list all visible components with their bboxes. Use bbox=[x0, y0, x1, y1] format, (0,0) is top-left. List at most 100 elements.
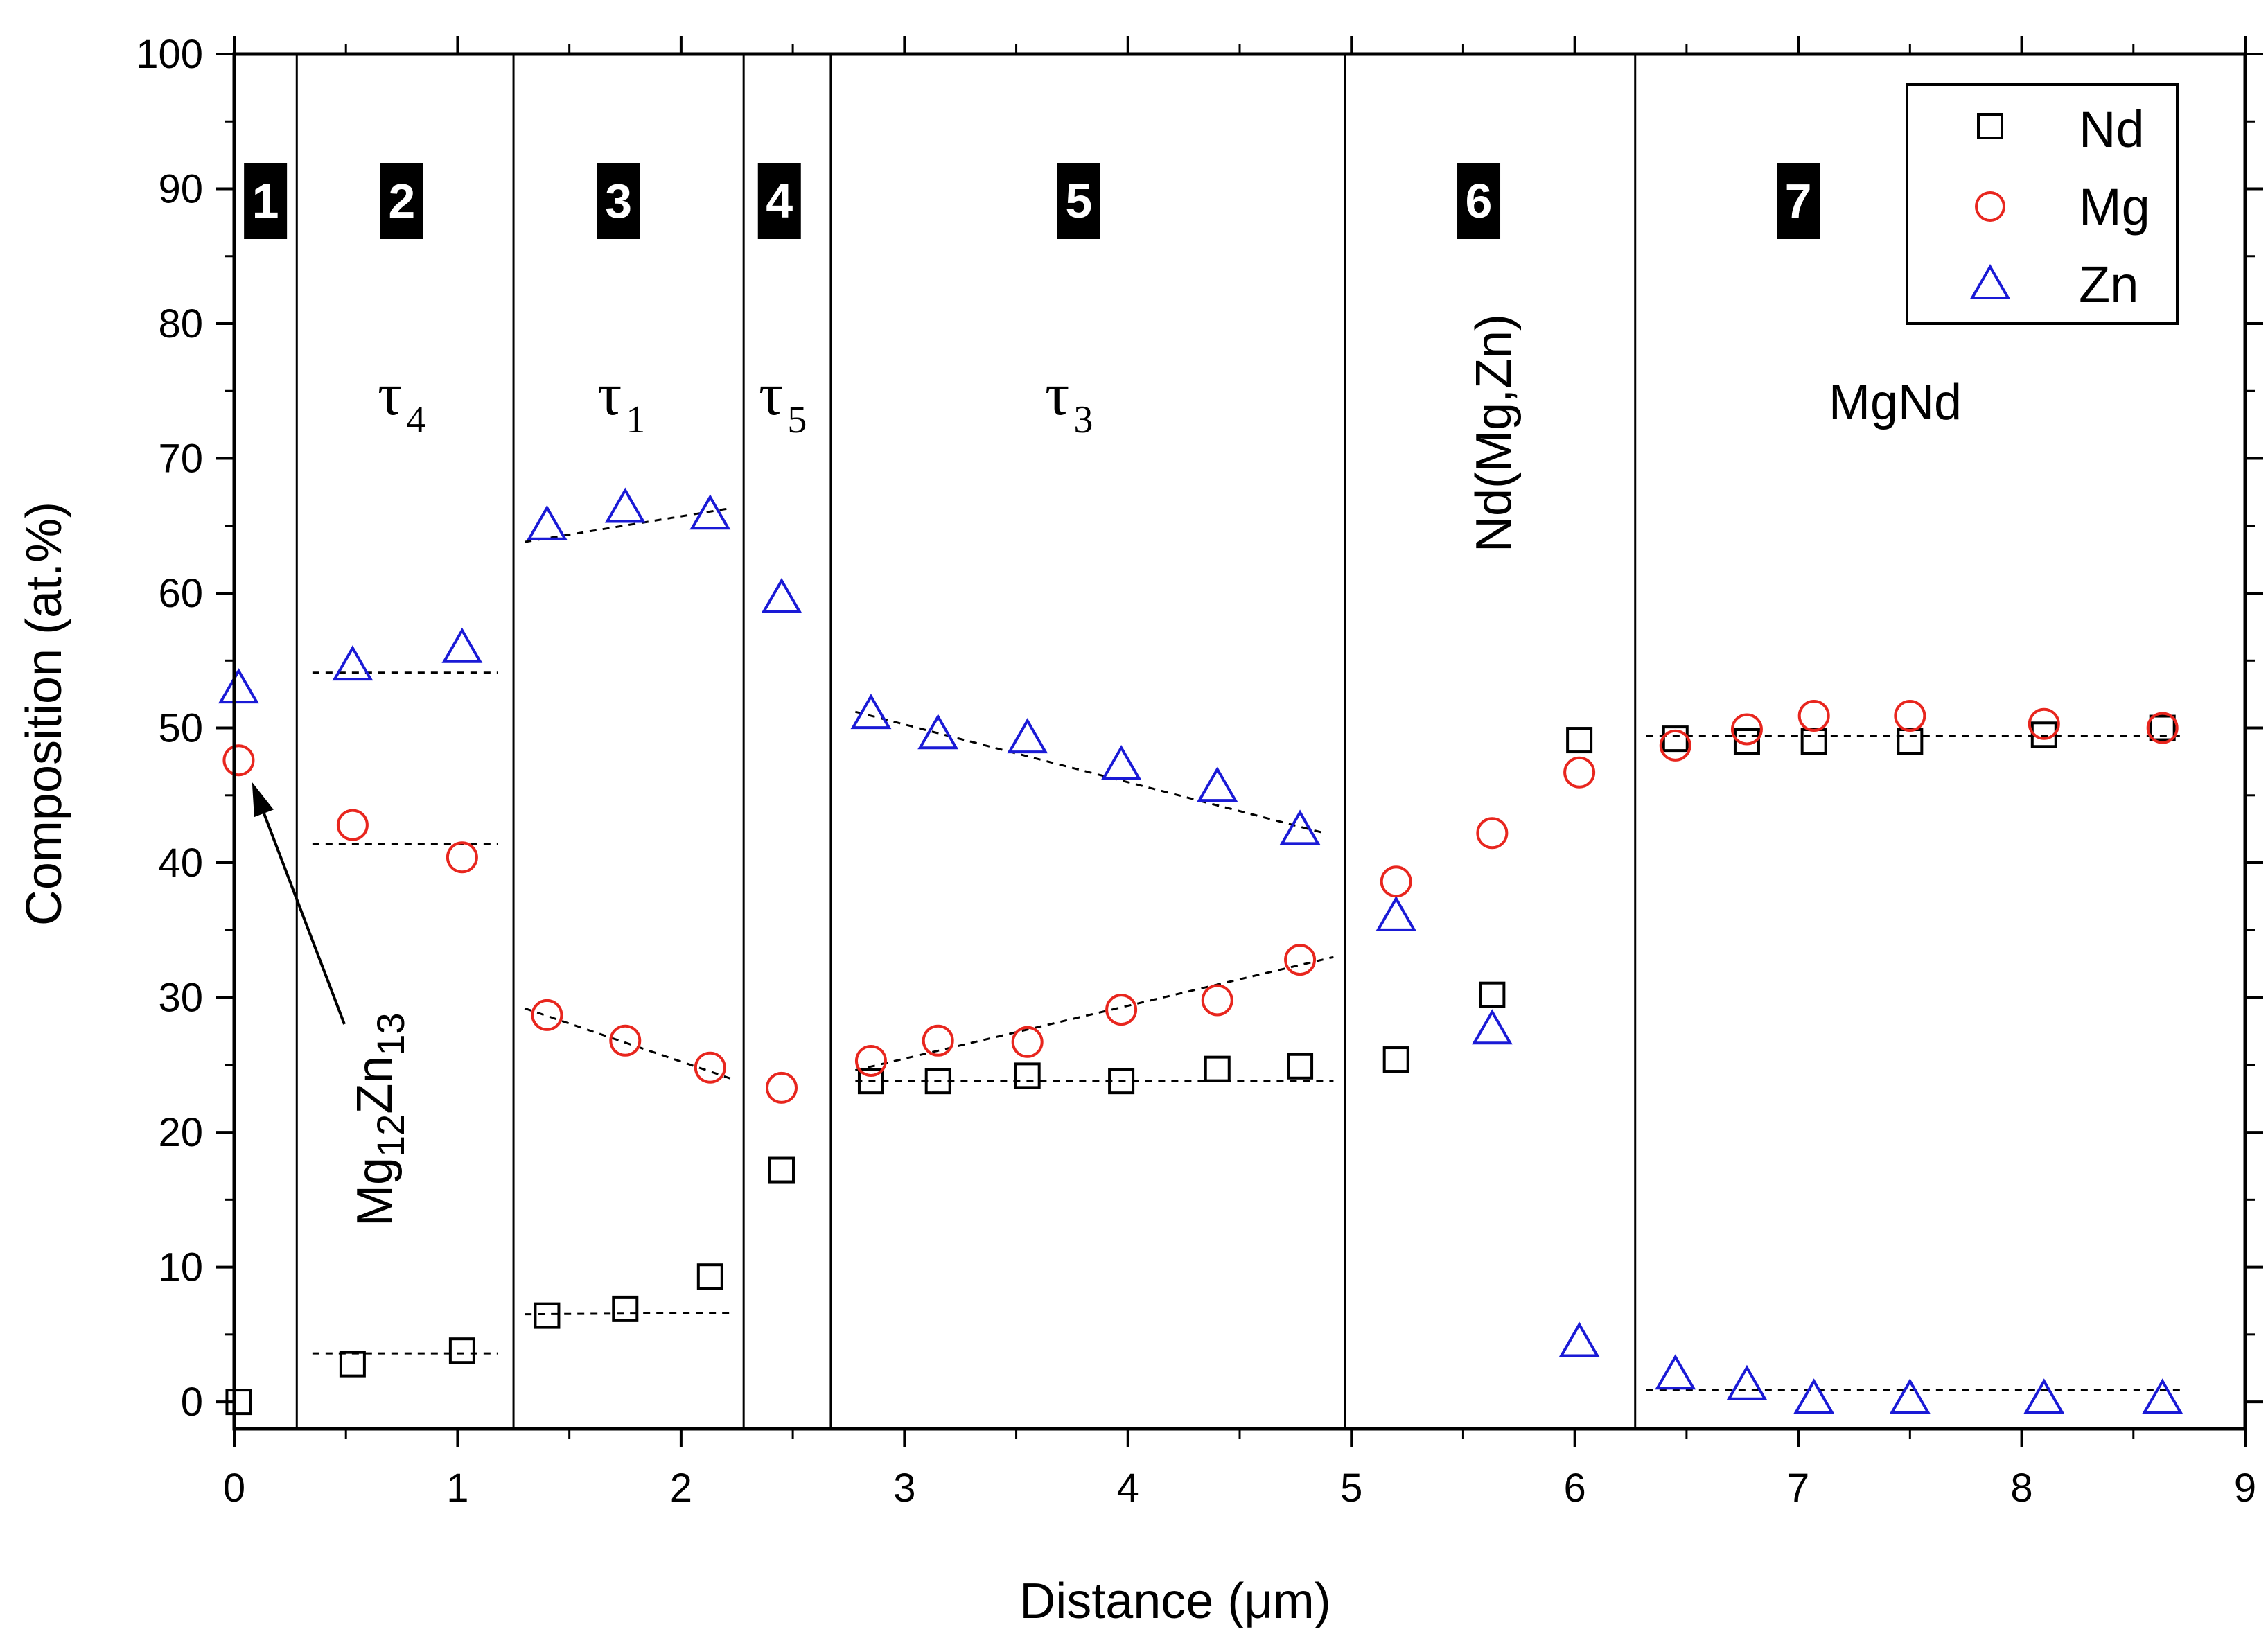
axis-ticks bbox=[216, 36, 2263, 1447]
point-zn bbox=[1197, 766, 1238, 802]
point-mg bbox=[1011, 1026, 1044, 1058]
point-nd bbox=[1566, 727, 1593, 754]
x-tick-label: 2 bbox=[670, 1466, 692, 1511]
point-mg bbox=[922, 1024, 954, 1057]
point-nd bbox=[225, 1389, 252, 1416]
zone-number-boxes: 1 2 3 4 5 6 7 bbox=[244, 163, 1820, 239]
y-tick-label: 70 bbox=[158, 437, 203, 482]
point-zn bbox=[2023, 1378, 2065, 1414]
point-mg bbox=[336, 809, 369, 841]
point-mg bbox=[1894, 700, 1926, 732]
legend-label-mg: Mg bbox=[2079, 178, 2150, 236]
point-nd bbox=[1287, 1053, 1314, 1080]
y-tick-label: 90 bbox=[158, 167, 203, 212]
svg-text:3: 3 bbox=[605, 174, 632, 228]
point-mg bbox=[854, 1044, 887, 1077]
phase-label-mgnd: MgNd bbox=[1829, 375, 1962, 430]
fit-line-zone3-mg bbox=[524, 1007, 731, 1080]
point-mg bbox=[2028, 707, 2060, 740]
point-nd bbox=[612, 1295, 639, 1322]
legend-entry-zn: Zn bbox=[1969, 256, 2138, 313]
legend-label-nd: Nd bbox=[2079, 100, 2145, 158]
phase-label-nd-mg-zn: Nd(Mg,Zn) bbox=[1466, 314, 1522, 552]
fit-lines bbox=[312, 507, 2183, 1391]
y-tick-label: 80 bbox=[158, 301, 203, 346]
fit-line-zone3-nd bbox=[525, 1312, 730, 1316]
svg-text:4: 4 bbox=[766, 174, 793, 228]
point-zn bbox=[1471, 1009, 1513, 1045]
point-mg bbox=[1476, 817, 1509, 850]
y-tick-label: 50 bbox=[158, 706, 203, 751]
point-zn bbox=[917, 714, 959, 750]
point-nd bbox=[924, 1068, 951, 1095]
svg-text:5: 5 bbox=[1065, 174, 1092, 228]
point-mg bbox=[765, 1071, 798, 1104]
point-zn bbox=[689, 494, 731, 530]
annotation-arrow bbox=[252, 782, 346, 1025]
zone-boundaries bbox=[295, 54, 1637, 1429]
legend-entry-nd: Nd bbox=[1977, 100, 2145, 158]
point-mg bbox=[222, 744, 255, 777]
zone-box-1: 1 bbox=[244, 163, 288, 239]
y-tick-label: 30 bbox=[158, 976, 203, 1021]
point-zn bbox=[1558, 1321, 1600, 1357]
svg-text:1: 1 bbox=[252, 174, 279, 228]
point-mg bbox=[1730, 713, 1763, 746]
point-zn bbox=[526, 504, 568, 540]
point-zn bbox=[1793, 1378, 1835, 1414]
y-axis-title: Composition (at.%) bbox=[17, 502, 72, 926]
point-zn bbox=[1726, 1364, 1768, 1400]
point-mg bbox=[1797, 700, 1830, 732]
point-nd bbox=[857, 1068, 884, 1095]
x-tick-label: 0 bbox=[223, 1466, 245, 1511]
point-nd bbox=[1204, 1055, 1231, 1082]
zone-box-2: 2 bbox=[380, 163, 423, 239]
x-axis-title: Distance (μm) bbox=[1019, 1574, 1331, 1629]
y-tick-label: 40 bbox=[158, 841, 203, 886]
point-zn bbox=[1100, 745, 1142, 781]
point-nd bbox=[534, 1302, 561, 1329]
point-mg bbox=[1563, 756, 1596, 789]
zone-box-5: 5 bbox=[1057, 163, 1100, 239]
zone-box-3: 3 bbox=[597, 163, 640, 239]
point-nd bbox=[696, 1263, 723, 1290]
point-zn bbox=[1279, 809, 1321, 845]
point-zn bbox=[1655, 1354, 1696, 1390]
legend-entry-mg: Mg bbox=[1975, 178, 2150, 236]
legend-box bbox=[1906, 83, 2179, 325]
x-tick-label: 6 bbox=[1564, 1466, 1586, 1511]
point-mg bbox=[531, 999, 563, 1031]
svg-text:6: 6 bbox=[1466, 174, 1493, 228]
point-zn bbox=[1375, 895, 1417, 931]
point-nd bbox=[1897, 728, 1924, 755]
y-tick-label: 20 bbox=[158, 1110, 203, 1155]
point-mg bbox=[694, 1051, 726, 1084]
point-zn bbox=[441, 627, 483, 663]
point-zn bbox=[1007, 718, 1048, 754]
x-tick-label: 9 bbox=[2234, 1466, 2256, 1511]
svg-text:2: 2 bbox=[388, 174, 415, 228]
point-nd bbox=[2149, 714, 2176, 741]
point-zn bbox=[850, 694, 892, 730]
legend-marker-nd bbox=[1977, 113, 2003, 139]
y-tick-label: 0 bbox=[181, 1380, 203, 1425]
legend-marker-zn bbox=[1969, 264, 2011, 299]
y-tick-label: 100 bbox=[136, 32, 203, 77]
point-mg bbox=[446, 841, 478, 874]
point-zn bbox=[1889, 1378, 1931, 1414]
point-nd bbox=[768, 1156, 795, 1184]
x-tick-label: 3 bbox=[893, 1466, 915, 1511]
point-mg bbox=[1380, 865, 1412, 898]
point-nd bbox=[2030, 721, 2057, 748]
point-zn bbox=[604, 487, 646, 523]
point-mg bbox=[1284, 944, 1317, 976]
point-nd bbox=[1108, 1068, 1135, 1095]
legend-marker-mg bbox=[1975, 191, 2005, 222]
phase-label-mg12zn13: Mg12Zn13 bbox=[347, 1012, 412, 1226]
